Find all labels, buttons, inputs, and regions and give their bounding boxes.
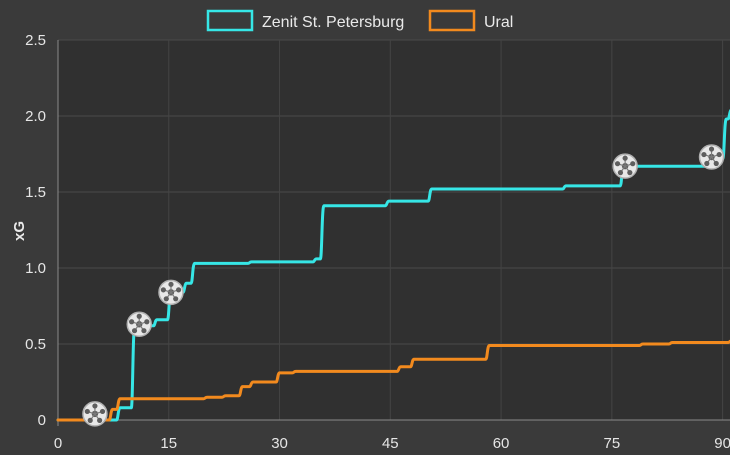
goal-markers [82,144,725,427]
x-tick-label: 15 [160,435,177,452]
legend-entry-zenit[interactable]: Zenit St. Petersburg [206,9,404,32]
y-tick-label: 0 [38,412,46,429]
plot-background [58,40,730,420]
legend-swatch-zenit [206,9,254,32]
axes: 0 0.5 1.0 1.5 2.0 2.5 0 15 30 45 60 75 90 [25,32,730,452]
x-tick-label: 75 [604,435,621,452]
series-line-1 [56,339,730,422]
x-tick-label: 30 [271,435,288,452]
y-tick-label: 0.5 [25,336,46,353]
goal-ball-icon[interactable] [82,401,108,427]
y-tick-label: 2.5 [25,32,46,49]
y-tick-label: 1.0 [25,260,46,277]
goal-ball-icon[interactable] [612,153,638,179]
grid-lines [58,39,730,421]
y-tick-label: 1.5 [25,184,46,201]
x-tick-label: 90 [714,435,730,452]
x-tick-label: 0 [54,435,62,452]
legend-swatch-ural [428,9,476,32]
goal-ball-icon[interactable] [126,311,152,337]
y-tick-label: 2.0 [25,108,46,125]
goal-ball-icon[interactable] [158,279,184,306]
legend: Zenit St. Petersburg Ural [206,9,513,32]
legend-entry-ural[interactable]: Ural [428,9,513,32]
goal-ball-icon[interactable] [698,144,725,170]
legend-label-zenit: Zenit St. Petersburg [262,14,404,31]
y-axis-label: xG [11,221,28,241]
legend-label-ural: Ural [484,14,513,31]
x-tick-label: 45 [382,435,399,452]
x-tick-label: 60 [493,435,510,452]
